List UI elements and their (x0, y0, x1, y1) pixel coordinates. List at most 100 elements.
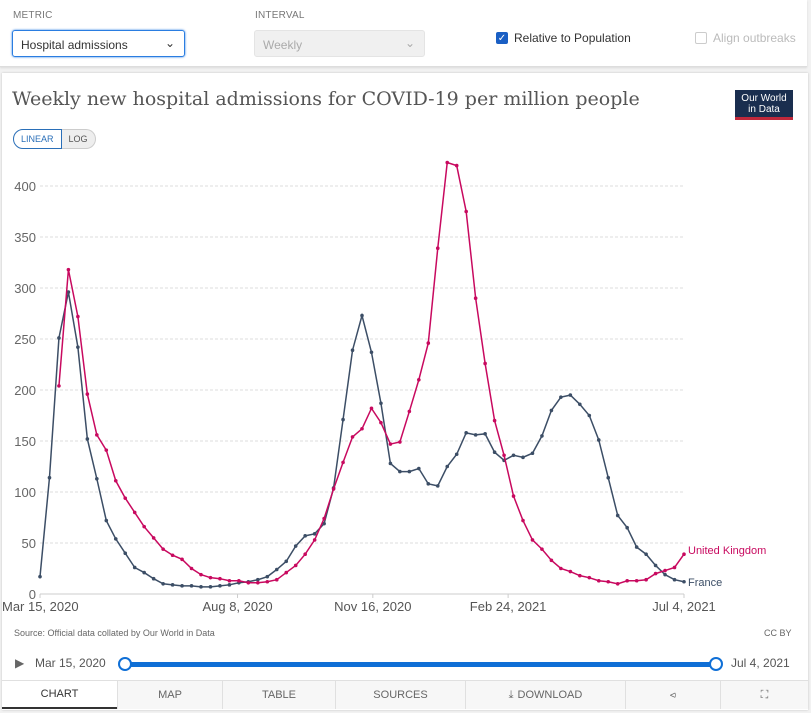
data-point (388, 461, 393, 466)
x-tick-label: Feb 24, 2021 (470, 599, 547, 614)
data-point (85, 392, 90, 396)
data-point (360, 426, 364, 431)
data-point (256, 577, 260, 582)
data-point (511, 453, 516, 458)
tab-chart[interactable]: CHART (2, 681, 117, 709)
timeline-start-handle[interactable] (118, 657, 132, 671)
data-point (265, 579, 270, 584)
tab-table[interactable]: TABLE (222, 681, 335, 709)
relative-to-population-checkbox[interactable]: ✓ Relative to Population (496, 31, 631, 45)
x-tick-label: Nov 16, 2020 (334, 599, 411, 614)
download-icon: ⤓ (508, 688, 514, 701)
data-point (274, 567, 279, 572)
data-point (66, 290, 71, 294)
data-point (379, 420, 383, 425)
y-tick-label: 350 (14, 230, 36, 245)
y-tick-label: 100 (14, 485, 36, 500)
data-point (180, 557, 184, 562)
data-point (682, 579, 686, 584)
data-point (123, 496, 128, 500)
interval-select[interactable]: Weekly ⌄ (254, 30, 425, 57)
linear-scale-button[interactable]: LINEAR (13, 129, 62, 149)
data-point (303, 534, 307, 538)
data-point (417, 378, 421, 382)
data-point (625, 578, 629, 583)
data-point (492, 418, 497, 423)
data-point (189, 584, 194, 588)
tab-sources[interactable]: SOURCES (335, 681, 465, 709)
data-point (388, 442, 393, 446)
data-point (492, 450, 497, 455)
data-point (644, 552, 648, 557)
data-point (464, 431, 468, 435)
data-point (530, 451, 535, 456)
data-point (76, 345, 80, 349)
y-tick-label: 50 (22, 536, 36, 551)
data-point (435, 484, 440, 488)
data-point (502, 453, 506, 458)
data-point (180, 584, 184, 588)
data-point (113, 537, 118, 541)
x-tick-label: Jul 4, 2021 (652, 599, 716, 614)
controls-bar: METRIC Hospital admissions ⌄ INTERVAL We… (0, 0, 807, 67)
data-point (208, 585, 213, 589)
data-point (644, 577, 648, 582)
data-point (170, 583, 175, 587)
license-link[interactable]: CC BY (764, 628, 792, 638)
data-point (95, 433, 99, 437)
align-outbreaks-checkbox[interactable]: Align outbreaks (695, 31, 796, 45)
scale-toggle: LINEAR LOG (13, 129, 96, 149)
data-point (426, 482, 431, 486)
align-label: Align outbreaks (713, 31, 796, 45)
timeline-end-handle[interactable] (709, 657, 723, 671)
data-point (76, 314, 80, 319)
metric-select[interactable]: Hospital admissions ⌄ (12, 30, 185, 57)
data-point (104, 518, 109, 523)
data-point (246, 580, 251, 585)
data-point (208, 575, 213, 580)
timeline-slider-track[interactable] (125, 662, 716, 667)
data-point (341, 460, 345, 465)
series-label: United Kingdom (688, 545, 766, 557)
chart-title: Weekly new hospital admissions for COVID… (12, 88, 640, 110)
play-icon[interactable]: ▶ (15, 656, 25, 670)
data-point (596, 438, 601, 442)
fullscreen-button[interactable]: ⛶ (720, 681, 808, 709)
data-point (578, 402, 582, 407)
data-point (568, 393, 573, 397)
series-line-united-kingdom (58, 161, 685, 585)
logo-line1: Our World (741, 93, 787, 104)
data-point (511, 494, 516, 498)
data-point (227, 583, 232, 587)
data-point (331, 487, 336, 491)
data-point (398, 469, 402, 474)
tab-download[interactable]: ⤓ DOWNLOAD (465, 681, 625, 709)
log-scale-button[interactable]: LOG (61, 129, 96, 149)
data-point (568, 569, 573, 574)
data-point (663, 568, 667, 573)
data-point (417, 466, 421, 471)
metric-value: Hospital admissions (21, 38, 128, 52)
timeline-start-label: Mar 15, 2020 (35, 656, 106, 670)
data-point (521, 455, 525, 460)
data-point (161, 582, 165, 586)
x-tick-label: Aug 8, 2020 (202, 599, 272, 614)
tab-map[interactable]: MAP (117, 681, 222, 709)
data-point (549, 408, 554, 413)
share-button[interactable]: ⪦ (625, 681, 720, 709)
data-point (587, 413, 592, 418)
data-point (104, 448, 109, 452)
data-point (559, 566, 563, 571)
y-tick-label: 0 (29, 587, 36, 602)
data-point (445, 464, 450, 469)
data-point (521, 518, 525, 523)
owid-logo[interactable]: Our World in Data (735, 90, 793, 120)
data-point (606, 579, 611, 584)
data-point (426, 341, 431, 345)
data-point (672, 565, 677, 570)
data-point (473, 433, 478, 437)
data-point (634, 545, 639, 549)
data-point (293, 544, 298, 548)
data-point (483, 432, 487, 436)
data-point (66, 267, 71, 272)
